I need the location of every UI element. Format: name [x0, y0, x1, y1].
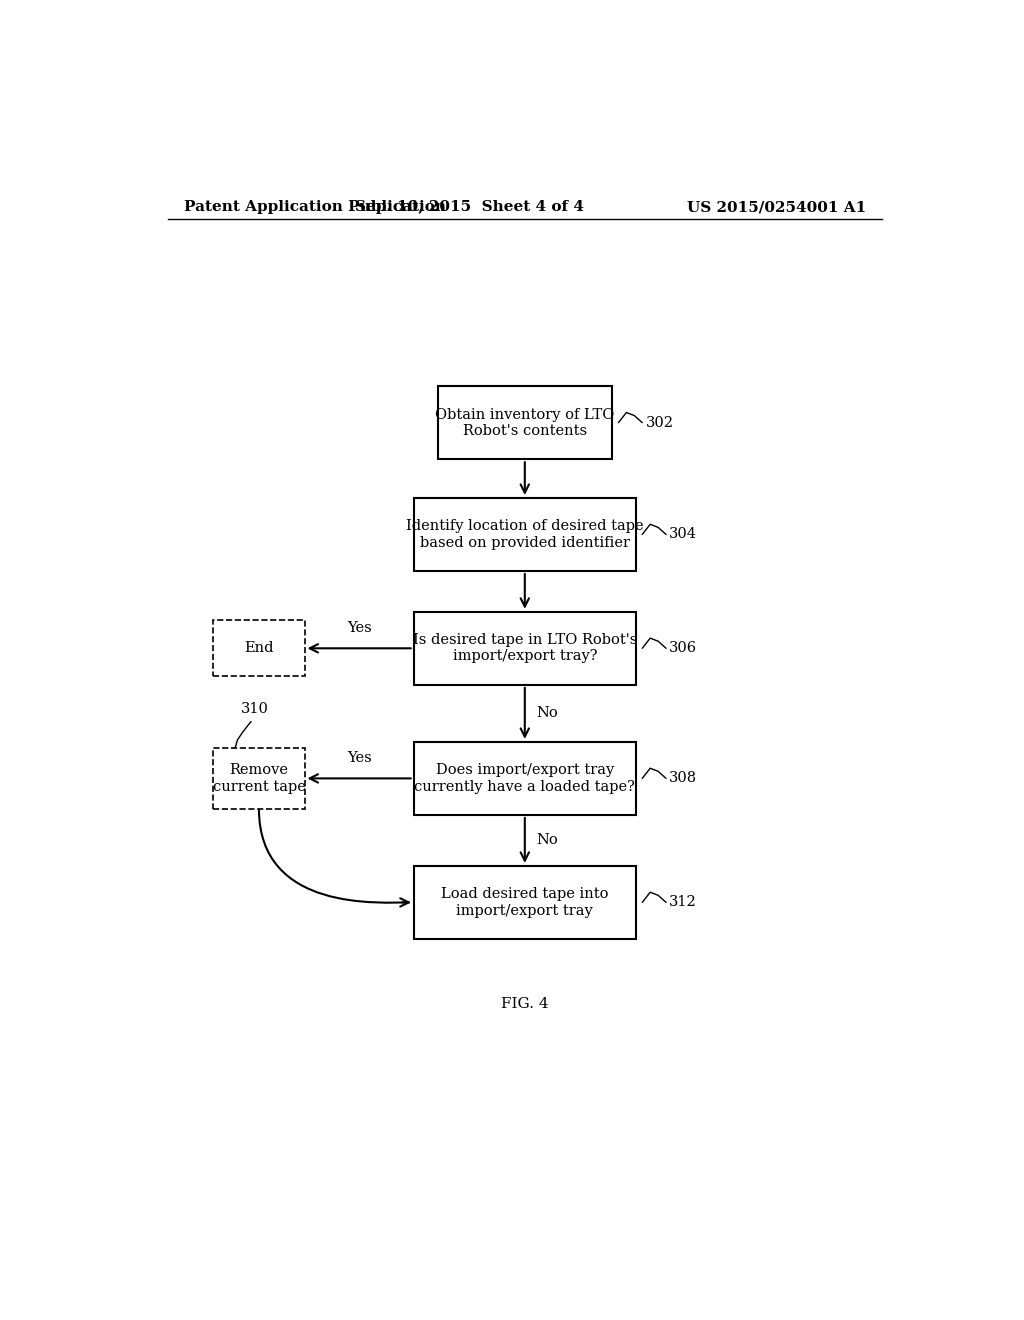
Text: Yes: Yes	[347, 622, 372, 635]
Bar	[414, 742, 636, 814]
Text: 306: 306	[670, 642, 697, 655]
Bar	[414, 611, 636, 685]
Text: Load desired tape into
import/export tray: Load desired tape into import/export tra…	[441, 887, 608, 917]
Text: Obtain inventory of LTO
Robot's contents: Obtain inventory of LTO Robot's contents	[435, 408, 614, 438]
Text: Sep. 10, 2015  Sheet 4 of 4: Sep. 10, 2015 Sheet 4 of 4	[354, 201, 584, 214]
Text: 308: 308	[670, 771, 697, 785]
Text: Is desired tape in LTO Robot's
import/export tray?: Is desired tape in LTO Robot's import/ex…	[413, 634, 637, 664]
Bar	[414, 866, 636, 939]
Bar	[213, 620, 304, 676]
Text: Does import/export tray
currently have a loaded tape?: Does import/export tray currently have a…	[415, 763, 635, 793]
Text: End: End	[244, 642, 273, 655]
Bar	[213, 748, 304, 809]
Text: No: No	[536, 706, 558, 721]
Text: 302: 302	[645, 416, 674, 430]
Text: No: No	[536, 833, 558, 847]
Text: US 2015/0254001 A1: US 2015/0254001 A1	[687, 201, 866, 214]
Text: Patent Application Publication: Patent Application Publication	[183, 201, 445, 214]
Text: FIG. 4: FIG. 4	[501, 997, 549, 1011]
Text: 312: 312	[670, 895, 697, 909]
Text: Yes: Yes	[347, 751, 372, 766]
Text: Identify location of desired tape
based on provided identifier: Identify location of desired tape based …	[406, 519, 644, 549]
Bar	[437, 385, 612, 459]
Text: 310: 310	[241, 702, 269, 717]
Text: Remove
current tape: Remove current tape	[213, 763, 305, 793]
Text: 304: 304	[670, 528, 697, 541]
Bar	[414, 498, 636, 572]
